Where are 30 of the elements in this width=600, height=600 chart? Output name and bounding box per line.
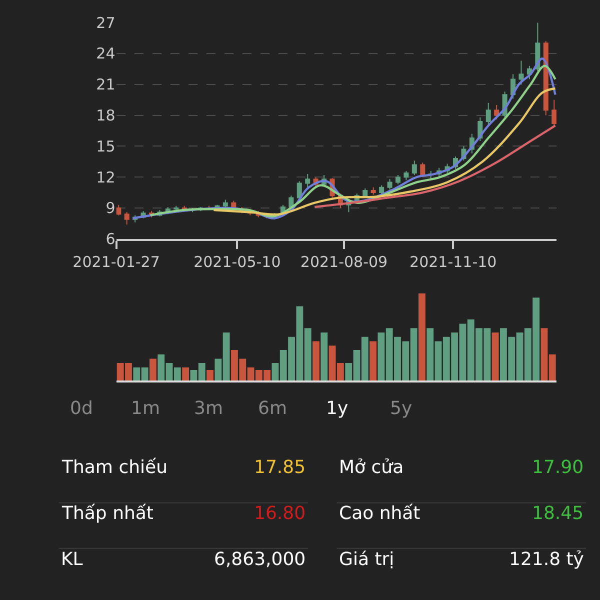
text: Thấp nhất bbox=[61, 503, 154, 524]
y-tick-label: 12 bbox=[96, 168, 116, 186]
text: 3m bbox=[194, 398, 223, 419]
text: Mở cửa bbox=[339, 457, 404, 478]
y-tick-label: 6 bbox=[106, 230, 116, 248]
text: 1y bbox=[326, 398, 348, 419]
text: 5y bbox=[390, 398, 412, 419]
text: 17.90 bbox=[532, 457, 584, 478]
text: Cao nhất bbox=[339, 503, 420, 524]
text: 6m bbox=[258, 398, 287, 419]
text: Giá trị bbox=[339, 549, 394, 570]
y-tick-label: 9 bbox=[106, 199, 116, 218]
y-tick-label: 18 bbox=[96, 106, 116, 125]
text: 17.85 bbox=[254, 457, 306, 478]
x-tick-label: 2021-01-27 bbox=[72, 252, 160, 271]
text: 16.80 bbox=[254, 503, 306, 524]
text: 121.8 tỷ bbox=[509, 549, 584, 570]
text: 6,863,000 bbox=[214, 549, 306, 570]
text: 0d bbox=[70, 398, 93, 419]
y-tick-label: 15 bbox=[96, 137, 116, 156]
x-tick-label: 2021-11-10 bbox=[410, 252, 497, 271]
x-tick-label: 2021-05-10 bbox=[194, 252, 281, 271]
y-tick-label: 21 bbox=[96, 76, 116, 94]
text: 1m bbox=[131, 398, 160, 419]
text: KL bbox=[61, 549, 83, 570]
y-tick-label: 24 bbox=[96, 44, 116, 63]
y-tick-label: 27 bbox=[96, 14, 116, 32]
text: Tham chiếu bbox=[61, 457, 168, 478]
x-tick-label: 2021-08-09 bbox=[300, 252, 388, 271]
text: 18.45 bbox=[532, 503, 584, 524]
